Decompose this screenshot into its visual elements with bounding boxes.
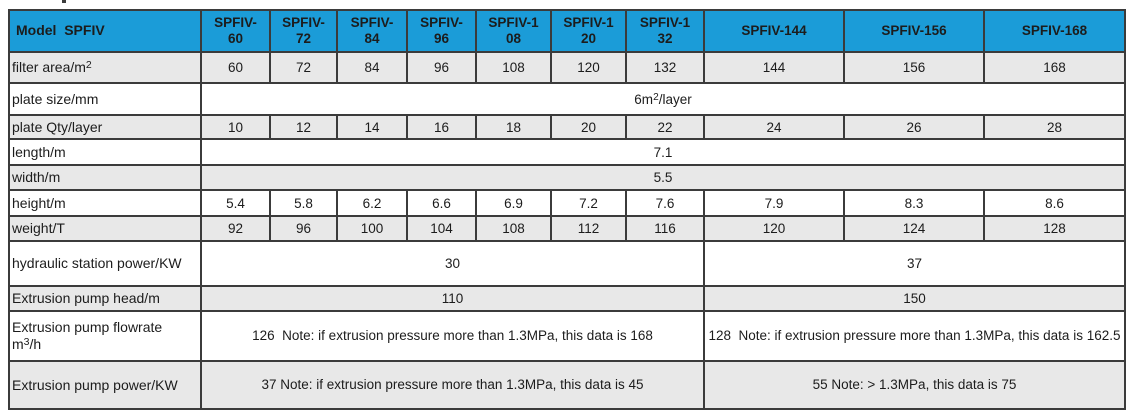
row-length: length/m 7.1	[8, 138, 1126, 166]
value-cell: 24	[703, 114, 845, 140]
value-cell: 16	[406, 114, 477, 140]
value-cell: 7.2	[550, 189, 627, 217]
row-label-plate-size: plate size/mm	[8, 82, 202, 116]
row-label-pump-power: Extrusion pump power/KW	[8, 360, 202, 410]
row-pump-power: Extrusion pump power/KW 37 Note: if extr…	[8, 360, 1126, 410]
note-cell: 37 Note: if extrusion pressure more than…	[200, 360, 705, 410]
col-header-spfiv-60: SPFIV- 60	[200, 9, 271, 53]
value-cell: 132	[625, 51, 705, 84]
row-pump-flowrate: Extrusion pump flowrate m3/h 126 Note: i…	[8, 310, 1126, 362]
col-header-spfiv-72: SPFIV- 72	[269, 9, 338, 53]
row-pump-head: Extrusion pump head/m 110 150	[8, 285, 1126, 312]
value-cell: 112	[550, 215, 627, 242]
span-value-cell: 110	[200, 285, 705, 312]
value-cell: 128	[983, 215, 1126, 242]
row-hydraulic-power: hydraulic station power/KW 30 37	[8, 240, 1126, 287]
value-cell: 120	[550, 51, 627, 84]
value-cell: 60	[200, 51, 271, 84]
span-value-cell: 5.5	[200, 164, 1126, 191]
col-header-spfiv-108: SPFIV-1 08	[475, 9, 552, 53]
row-weight: weight/T 92 96 100 104 108 112 116 120 1…	[8, 215, 1126, 242]
value-cell: 92	[200, 215, 271, 242]
col-header-spfiv-144: SPFIV-144	[703, 9, 845, 53]
header-row: Model SPFIV SPFIV- 60 SPFIV- 72 SPFIV- 8…	[8, 9, 1126, 53]
value-cell: 104	[406, 215, 477, 242]
row-filter-area: filter area/m2 60 72 84 96 108 120 132 1…	[8, 51, 1126, 84]
col-header-spfiv-84: SPFIV- 84	[336, 9, 408, 53]
value-cell: 12	[269, 114, 338, 140]
row-label-width: width/m	[8, 164, 202, 191]
note-cell: 55 Note: > 1.3MPa, this data is 75	[703, 360, 1126, 410]
value-cell: 20	[550, 114, 627, 140]
row-plate-size: plate size/mm 6m2/layer	[8, 82, 1126, 116]
cropped-content-artifact	[62, 0, 66, 3]
row-label-plate-qty: plate Qty/layer	[8, 114, 202, 140]
value-cell: 5.4	[200, 189, 271, 217]
value-cell: 84	[336, 51, 408, 84]
value-cell: 124	[843, 215, 985, 242]
row-label-pump-head: Extrusion pump head/m	[8, 285, 202, 312]
note-cell: 128 Note: if extrusion pressure more tha…	[703, 310, 1126, 362]
col-header-spfiv-120: SPFIV-1 20	[550, 9, 627, 53]
row-height: height/m 5.4 5.8 6.2 6.6 6.9 7.2 7.6 7.9…	[8, 189, 1126, 217]
row-label-length: length/m	[8, 138, 202, 166]
value-cell: 5.8	[269, 189, 338, 217]
row-label-height: height/m	[8, 189, 202, 217]
span-value-cell: 6m2/layer	[200, 82, 1126, 116]
value-cell: 26	[843, 114, 985, 140]
value-cell: 6.9	[475, 189, 552, 217]
col-header-spfiv-132: SPFIV-1 32	[625, 9, 705, 53]
value-cell: 168	[983, 51, 1126, 84]
value-cell: 72	[269, 51, 338, 84]
value-cell: 7.9	[703, 189, 845, 217]
spec-table: Model SPFIV SPFIV- 60 SPFIV- 72 SPFIV- 8…	[8, 9, 1126, 410]
row-label-pump-flowrate: Extrusion pump flowrate m3/h	[8, 310, 202, 362]
row-width: width/m 5.5	[8, 164, 1126, 191]
value-cell: 8.6	[983, 189, 1126, 217]
row-label-filter-area: filter area/m2	[8, 51, 202, 84]
span-value-cell: 37	[703, 240, 1126, 287]
value-cell: 120	[703, 215, 845, 242]
note-cell: 126 Note: if extrusion pressure more tha…	[200, 310, 705, 362]
value-cell: 156	[843, 51, 985, 84]
value-cell: 6.6	[406, 189, 477, 217]
row-label-hydraulic-power: hydraulic station power/KW	[8, 240, 202, 287]
span-value-cell: 30	[200, 240, 705, 287]
value-cell: 18	[475, 114, 552, 140]
value-cell: 8.3	[843, 189, 985, 217]
value-cell: 14	[336, 114, 408, 140]
col-header-spfiv-156: SPFIV-156	[843, 9, 985, 53]
value-cell: 7.6	[625, 189, 705, 217]
row-label-weight: weight/T	[8, 215, 202, 242]
value-cell: 100	[336, 215, 408, 242]
value-cell: 116	[625, 215, 705, 242]
span-value-cell: 150	[703, 285, 1126, 312]
col-header-spfiv-168: SPFIV-168	[983, 9, 1126, 53]
col-header-spfiv-96: SPFIV- 96	[406, 9, 477, 53]
value-cell: 96	[406, 51, 477, 84]
value-cell: 6.2	[336, 189, 408, 217]
value-cell: 28	[983, 114, 1126, 140]
value-cell: 108	[475, 51, 552, 84]
value-cell: 22	[625, 114, 705, 140]
span-value-cell: 7.1	[200, 138, 1126, 166]
value-cell: 144	[703, 51, 845, 84]
row-plate-qty: plate Qty/layer 10 12 14 16 18 20 22 24 …	[8, 114, 1126, 140]
value-cell: 10	[200, 114, 271, 140]
corner-header: Model SPFIV	[8, 9, 202, 53]
value-cell: 108	[475, 215, 552, 242]
value-cell: 96	[269, 215, 338, 242]
